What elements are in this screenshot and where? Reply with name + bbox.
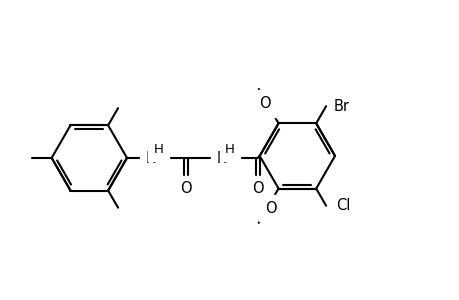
Text: O: O [258,96,270,111]
Text: H: H [153,142,163,155]
Text: O: O [264,201,276,216]
Text: O: O [180,181,192,196]
Text: N: N [145,152,156,166]
Text: N: N [216,152,227,166]
Text: Cl: Cl [335,198,350,213]
Text: H: H [224,142,235,155]
Text: O: O [252,181,263,196]
Text: Br: Br [333,99,349,114]
